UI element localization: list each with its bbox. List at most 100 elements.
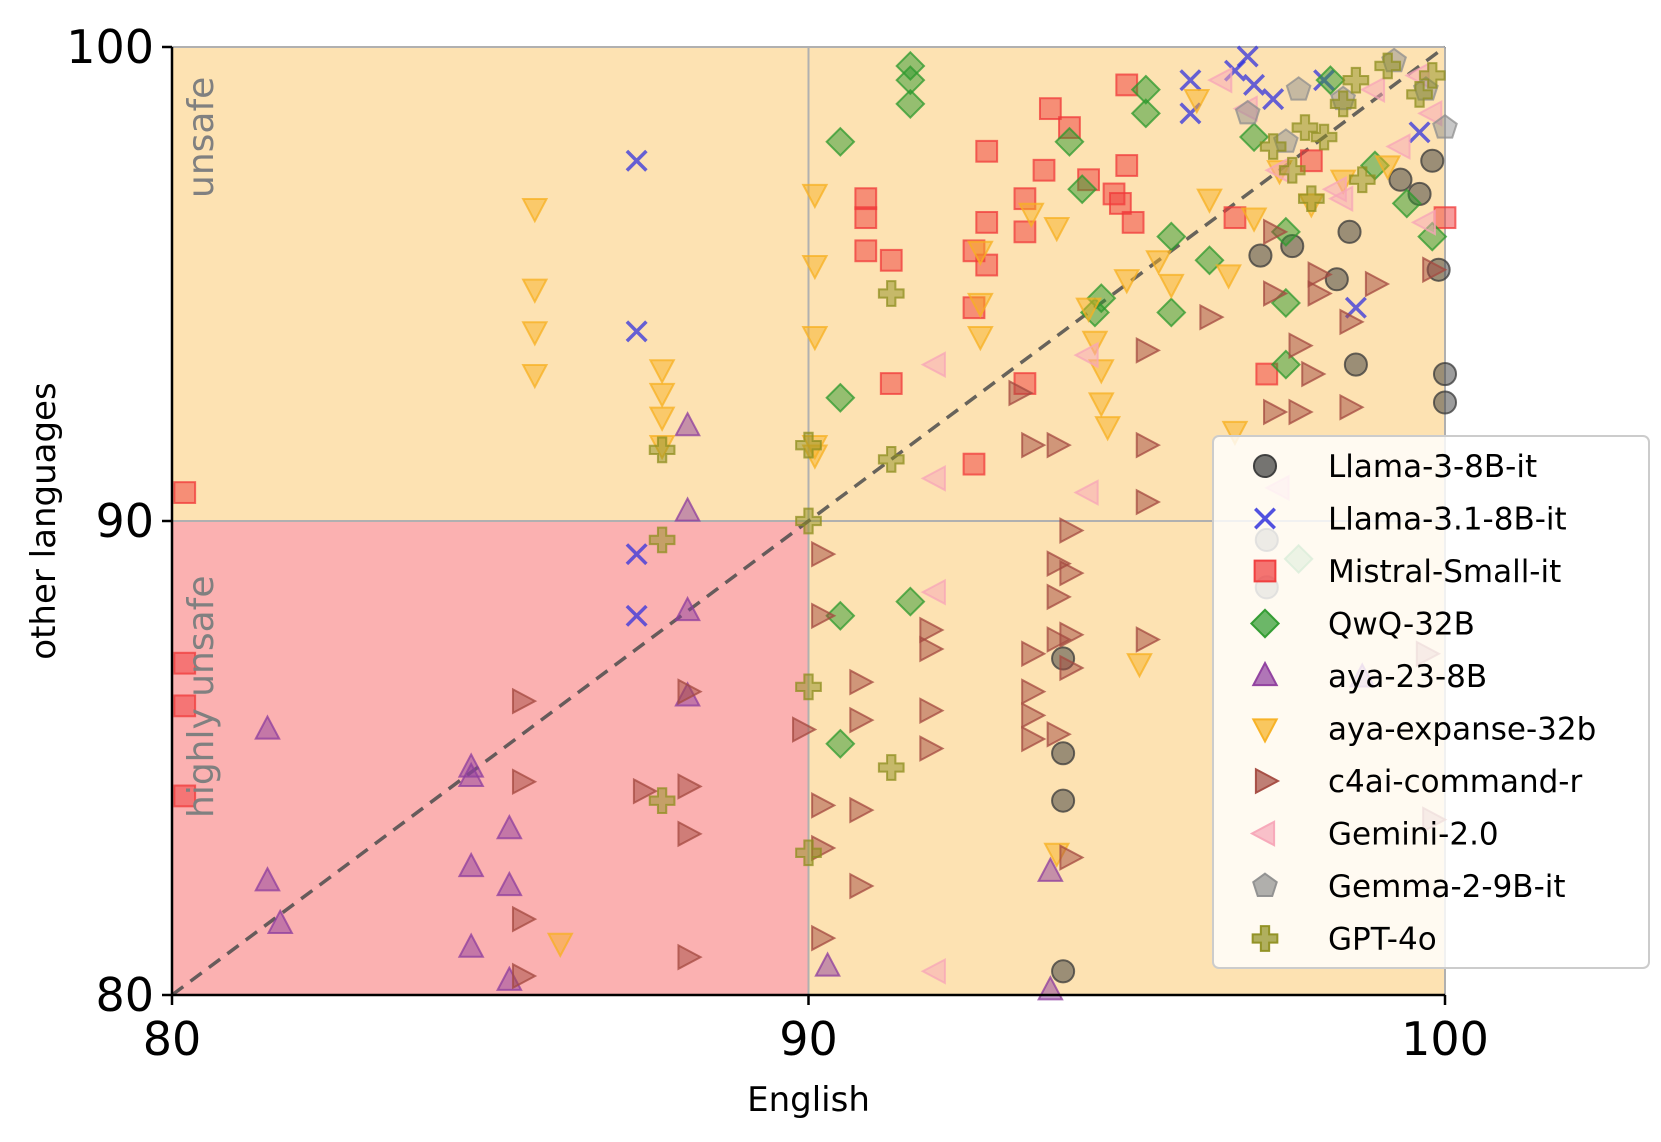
data-point: [1094, 416, 1122, 442]
legend-item: Gemma-2-9B-it: [1252, 869, 1566, 905]
legend-marker: [1252, 453, 1278, 479]
data-point: [1339, 393, 1365, 421]
data-point: [521, 321, 549, 347]
data-point: [1121, 210, 1145, 234]
data-point: [1422, 256, 1448, 284]
data-point: [1135, 488, 1161, 516]
data-point: [625, 604, 648, 627]
data-point: [879, 248, 903, 272]
legend-item: GPT-4o: [1251, 922, 1437, 958]
data-point: [1432, 390, 1458, 415]
data-point: [1130, 98, 1161, 129]
data-point: [1156, 297, 1187, 328]
data-point: [1301, 360, 1327, 388]
data-point: [1342, 66, 1370, 94]
y-tick-label: 100: [66, 20, 154, 74]
x-tick-label: 90: [779, 1012, 838, 1066]
data-point: [1315, 65, 1346, 96]
legend-label: Gemma-2-9B-it: [1328, 869, 1566, 905]
data-point: [1259, 133, 1287, 160]
data-point: [966, 292, 994, 319]
legend-label: Mistral-Small-it: [1328, 554, 1561, 590]
data-point: [1043, 217, 1071, 243]
data-point: [895, 586, 926, 617]
data-point: [795, 431, 822, 459]
data-point: [1374, 52, 1402, 80]
data-point: [1051, 959, 1076, 984]
data-point: [677, 773, 703, 800]
data-point: [920, 957, 946, 985]
data-point: [962, 452, 986, 476]
data-point: [1329, 90, 1357, 118]
data-point: [457, 761, 485, 788]
data-point: [1420, 148, 1445, 173]
data-point: [511, 962, 538, 990]
legend-marker: [1251, 718, 1279, 744]
data-point: [1307, 280, 1333, 307]
data-point: [1054, 126, 1085, 157]
data-point: [648, 787, 676, 815]
data-point: [1135, 431, 1161, 459]
data-point: [1278, 156, 1306, 184]
data-point: [795, 507, 822, 535]
data-point: [1374, 155, 1402, 181]
data-point: [1223, 206, 1247, 230]
data-point: [1288, 398, 1314, 426]
data-point: [1037, 856, 1064, 882]
legend-item: Llama-3-8B-it: [1252, 449, 1537, 485]
data-point: [919, 735, 945, 762]
data-point: [1359, 76, 1386, 104]
data-point: [457, 932, 485, 958]
region-label-unsafe: unsafe: [181, 77, 222, 198]
data-point: [1432, 362, 1458, 387]
data-point: [966, 326, 994, 352]
data-point: [1324, 267, 1349, 292]
data-point: [1059, 517, 1085, 544]
data-point: [1059, 654, 1085, 682]
data-point: [795, 673, 822, 701]
data-point: [495, 813, 523, 840]
data-point: [919, 616, 945, 644]
data-point: [1236, 45, 1259, 68]
data-point: [1032, 158, 1056, 182]
data-point: [1087, 392, 1115, 418]
data-point: [849, 796, 875, 824]
data-point: [801, 326, 829, 352]
data-point: [511, 905, 538, 933]
data-point: [879, 372, 903, 395]
y-tick-label: 80: [95, 968, 154, 1022]
data-point: [1081, 330, 1109, 357]
data-point: [1263, 280, 1289, 307]
data-point: [648, 526, 676, 554]
data-point: [920, 351, 946, 378]
legend-item: Gemini-2.0: [1249, 817, 1499, 853]
data-point: [1221, 420, 1249, 447]
data-point: [1243, 73, 1266, 96]
data-point: [1433, 206, 1457, 230]
data-point: [1046, 431, 1072, 459]
data-point: [1196, 188, 1223, 214]
data-point: [1240, 207, 1268, 233]
data-point: [648, 406, 676, 432]
data-point: [1207, 66, 1233, 94]
series-gpt-4o: [648, 52, 1446, 867]
data-point: [1021, 678, 1047, 706]
data-point: [1021, 725, 1047, 753]
data-point: [1328, 185, 1354, 213]
data-point: [173, 694, 197, 718]
data-point: [1008, 379, 1034, 407]
data-point: [849, 706, 875, 734]
data-point: [849, 872, 875, 900]
data-point: [920, 578, 946, 606]
data-point: [1234, 99, 1261, 125]
data-point: [511, 768, 538, 796]
legend-label: GPT-4o: [1328, 922, 1437, 958]
data-point: [677, 943, 703, 971]
x-tick-label: 80: [143, 1012, 202, 1066]
data-point: [1337, 219, 1362, 244]
legend-marker: [1251, 660, 1279, 687]
legend-marker: [1253, 559, 1277, 583]
data-point: [975, 210, 999, 234]
data-point: [1046, 550, 1072, 578]
data-point: [1126, 653, 1153, 679]
